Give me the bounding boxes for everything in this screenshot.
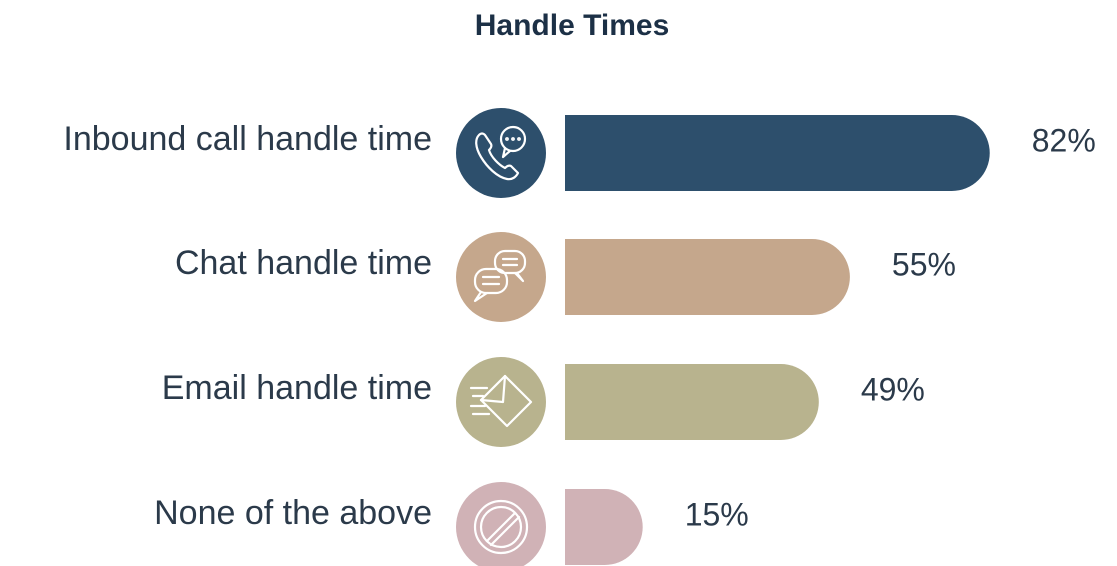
bar bbox=[565, 489, 643, 565]
prohibited-icon bbox=[473, 499, 529, 555]
chart-title: Handle Times bbox=[475, 9, 670, 42]
icon-background bbox=[456, 108, 546, 198]
value-label: 49% bbox=[861, 371, 925, 407]
value-label: 82% bbox=[1032, 122, 1096, 158]
icon-background bbox=[456, 232, 546, 322]
email-icon bbox=[469, 374, 533, 428]
category-label: None of the above bbox=[154, 494, 432, 532]
value-label: 55% bbox=[892, 246, 956, 282]
category-label: Inbound call handle time bbox=[63, 120, 432, 158]
icon-background bbox=[456, 482, 546, 566]
bar bbox=[565, 364, 819, 440]
phone-chat-icon bbox=[475, 125, 527, 181]
bar bbox=[565, 115, 990, 191]
icons bbox=[469, 125, 533, 555]
category-label: Chat handle time bbox=[175, 244, 432, 282]
chat-icon bbox=[473, 249, 527, 303]
bar bbox=[565, 239, 850, 315]
category-label: Email handle time bbox=[162, 369, 432, 407]
value-label: 15% bbox=[685, 496, 749, 532]
